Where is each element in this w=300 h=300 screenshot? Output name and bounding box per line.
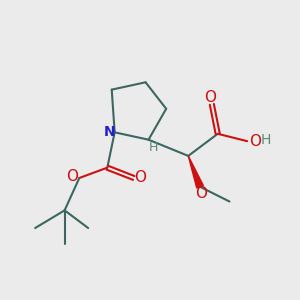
Polygon shape	[188, 156, 203, 188]
Text: O: O	[134, 169, 146, 184]
Text: H: H	[261, 133, 272, 147]
Text: O: O	[250, 134, 262, 149]
Text: O: O	[66, 169, 78, 184]
Text: O: O	[195, 186, 207, 201]
Text: O: O	[204, 90, 216, 105]
Text: N: N	[103, 125, 115, 139]
Text: H: H	[149, 141, 158, 154]
